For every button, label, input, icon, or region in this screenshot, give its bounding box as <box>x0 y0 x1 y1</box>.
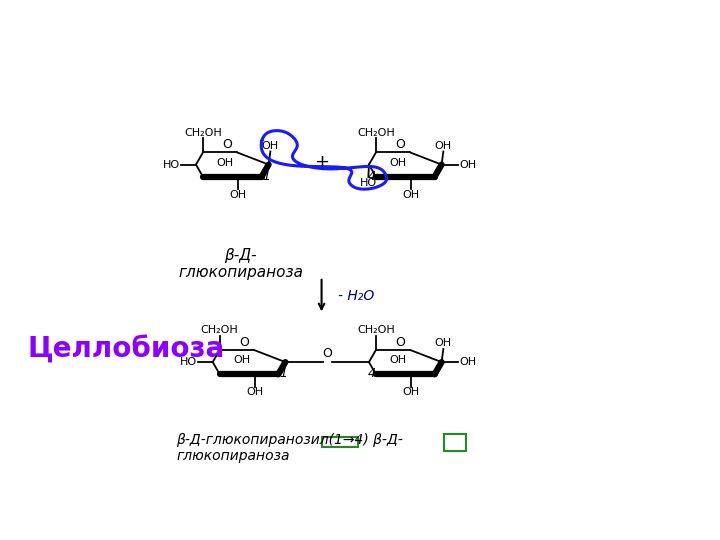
Text: OH: OH <box>262 140 279 151</box>
Text: OH: OH <box>402 387 420 397</box>
Text: CH₂OH: CH₂OH <box>357 127 395 138</box>
Text: O: O <box>395 138 405 152</box>
Text: OH: OH <box>246 387 264 397</box>
Text: OH: OH <box>233 355 251 366</box>
Text: OH: OH <box>390 355 407 366</box>
Text: O: O <box>323 347 332 360</box>
Text: β-Д-
глюкопираноза: β-Д- глюкопираноза <box>178 248 303 280</box>
Text: +: + <box>314 153 329 171</box>
Text: 1: 1 <box>262 170 270 183</box>
Text: OH: OH <box>435 140 452 151</box>
Text: Целлобиоза: Целлобиоза <box>27 335 225 363</box>
Text: O: O <box>239 336 248 349</box>
Text: O: O <box>222 138 232 152</box>
Text: HO: HO <box>163 160 180 170</box>
Text: 4: 4 <box>367 170 375 183</box>
Text: - H₂O: - H₂O <box>338 288 374 302</box>
Text: OH: OH <box>390 158 407 168</box>
Text: β-Д-глюкопиранозил(1→4) β-Д-
глюкопираноза: β-Д-глюкопиранозил(1→4) β-Д- глюкопирано… <box>176 433 403 463</box>
Text: 1: 1 <box>279 367 287 380</box>
Text: CH₂OH: CH₂OH <box>184 127 222 138</box>
Text: OH: OH <box>217 158 234 168</box>
Text: OH: OH <box>402 190 420 200</box>
Text: OH: OH <box>459 160 477 170</box>
Text: O: O <box>395 336 405 349</box>
Text: OH: OH <box>435 338 452 348</box>
Text: CH₂OH: CH₂OH <box>201 325 238 335</box>
Text: 4: 4 <box>367 367 375 380</box>
Text: OH: OH <box>459 357 477 367</box>
Text: OH: OH <box>230 190 247 200</box>
Text: HO: HO <box>180 357 197 367</box>
Text: CH₂OH: CH₂OH <box>357 325 395 335</box>
Text: HO: HO <box>360 178 377 188</box>
